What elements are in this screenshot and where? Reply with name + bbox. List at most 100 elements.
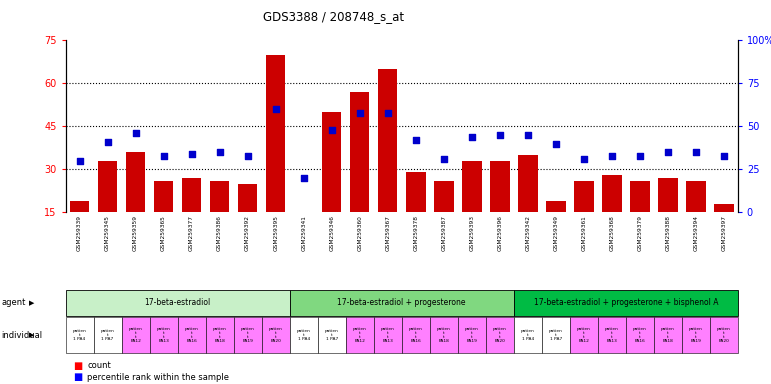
Text: patien
t
t
PA19: patien t t PA19 (241, 326, 254, 344)
Text: GSM259397: GSM259397 (722, 215, 726, 251)
Text: percentile rank within the sample: percentile rank within the sample (87, 372, 229, 382)
Text: GSM259341: GSM259341 (301, 215, 306, 251)
Text: GSM259346: GSM259346 (329, 215, 334, 251)
Text: GSM259368: GSM259368 (609, 215, 614, 251)
Point (718, 152, 730, 159)
Text: GSM259361: GSM259361 (581, 215, 586, 251)
Text: 17-beta-estradiol + progesterone: 17-beta-estradiol + progesterone (338, 298, 466, 308)
Text: patien
t
t
PA20: patien t t PA20 (493, 326, 507, 344)
Bar (434, 181, 453, 212)
Bar (714, 204, 734, 212)
Bar (574, 181, 594, 212)
Text: patien
t
t
PA12: patien t t PA12 (353, 326, 366, 344)
Bar (686, 181, 705, 212)
Bar (602, 175, 621, 212)
Text: patien
t
t
PA20: patien t t PA20 (269, 326, 282, 344)
Text: ■: ■ (73, 361, 82, 371)
Text: patien
t
t
PA16: patien t t PA16 (185, 326, 198, 344)
Text: 17-beta-estradiol + progesterone + bisphenol A: 17-beta-estradiol + progesterone + bisph… (534, 298, 718, 308)
Text: GDS3388 / 208748_s_at: GDS3388 / 208748_s_at (263, 10, 404, 23)
Point (662, 149, 674, 155)
Text: patien
t
1 PA7: patien t 1 PA7 (101, 329, 114, 341)
Point (550, 141, 562, 147)
Point (102, 139, 114, 145)
Text: patien
t
t
PA16: patien t t PA16 (409, 326, 423, 344)
Text: patien
t
1 PA7: patien t 1 PA7 (549, 329, 563, 341)
Text: GSM259379: GSM259379 (638, 215, 642, 251)
Text: 17-beta-estradiol: 17-beta-estradiol (144, 298, 210, 308)
Point (382, 109, 394, 116)
Point (577, 156, 590, 162)
Point (157, 152, 170, 159)
Text: GSM259392: GSM259392 (245, 215, 250, 251)
Text: GSM259367: GSM259367 (386, 215, 390, 251)
Text: patien
t
t
PA18: patien t t PA18 (437, 326, 450, 344)
Text: ▶: ▶ (29, 332, 35, 338)
Text: GSM259365: GSM259365 (161, 215, 166, 251)
Point (325, 127, 338, 133)
Point (130, 130, 142, 136)
Bar (658, 178, 678, 212)
Text: count: count (87, 361, 111, 370)
Bar (546, 201, 566, 212)
Point (185, 151, 197, 157)
Text: patien
t
t
PA13: patien t t PA13 (605, 326, 618, 344)
Text: patien
t
t
PA12: patien t t PA12 (129, 326, 143, 344)
Point (493, 132, 506, 138)
Text: patien
t
t
PA20: patien t t PA20 (717, 326, 731, 344)
Bar (406, 172, 426, 212)
Point (689, 149, 702, 155)
Text: GSM259388: GSM259388 (665, 215, 670, 251)
Bar (518, 155, 537, 212)
Text: agent: agent (2, 298, 26, 308)
Bar (153, 181, 173, 212)
Text: patien
t
t
PA16: patien t t PA16 (633, 326, 647, 344)
Bar (322, 112, 342, 212)
Text: ■: ■ (73, 372, 82, 382)
Text: patien
t
t
PA18: patien t t PA18 (213, 326, 227, 344)
Text: patien
t
t
PA12: patien t t PA12 (577, 326, 591, 344)
Text: patien
t
1 PA4: patien t 1 PA4 (521, 329, 534, 341)
Bar (490, 161, 510, 212)
Bar (462, 161, 482, 212)
Bar (126, 152, 146, 212)
Bar (98, 161, 117, 212)
Text: GSM259359: GSM259359 (133, 215, 138, 251)
Text: GSM259377: GSM259377 (189, 215, 194, 251)
Text: GSM259395: GSM259395 (273, 215, 278, 251)
Text: GSM259360: GSM259360 (357, 215, 362, 251)
Text: GSM259394: GSM259394 (693, 215, 699, 251)
Text: patien
t
t
PA13: patien t t PA13 (381, 326, 395, 344)
Point (466, 134, 478, 140)
Text: patien
t
t
PA13: patien t t PA13 (157, 326, 170, 344)
Bar (210, 181, 230, 212)
Bar (182, 178, 201, 212)
Point (73, 158, 86, 164)
Text: GSM259339: GSM259339 (77, 215, 82, 251)
Text: individual: individual (2, 331, 42, 339)
Text: GSM259386: GSM259386 (217, 215, 222, 251)
Point (353, 109, 366, 116)
Point (409, 137, 422, 143)
Bar (237, 184, 258, 212)
Text: patien
t
t
PA19: patien t t PA19 (689, 326, 702, 344)
Point (298, 175, 310, 181)
Text: GSM259396: GSM259396 (497, 215, 502, 251)
Bar (266, 55, 285, 212)
Text: GSM259393: GSM259393 (470, 215, 474, 251)
Text: patien
t
1 PA7: patien t 1 PA7 (325, 329, 338, 341)
Point (241, 152, 254, 159)
Point (634, 152, 646, 159)
Text: patien
t
t
PA18: patien t t PA18 (661, 326, 675, 344)
Text: GSM259378: GSM259378 (413, 215, 418, 251)
Text: GSM259345: GSM259345 (105, 215, 110, 251)
Bar (294, 212, 314, 218)
Point (521, 132, 534, 138)
Point (214, 149, 226, 155)
Point (270, 106, 282, 112)
Text: GSM259349: GSM259349 (554, 215, 558, 251)
Text: patien
t
t
PA19: patien t t PA19 (465, 326, 479, 344)
Point (438, 156, 450, 162)
Text: ▶: ▶ (29, 300, 35, 306)
Text: patien
t
1 PA4: patien t 1 PA4 (297, 329, 311, 341)
